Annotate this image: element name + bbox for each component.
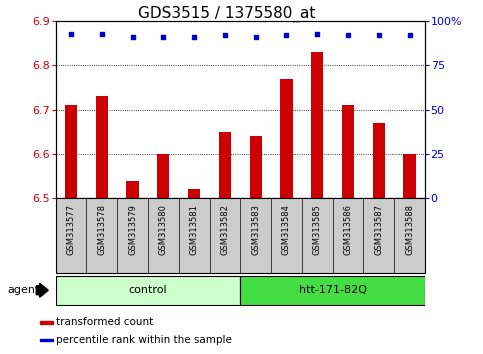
Point: [190, 34, 198, 40]
Text: GSM313579: GSM313579: [128, 204, 137, 255]
Bar: [40, 339, 53, 341]
Point: [252, 34, 259, 40]
Text: GSM313581: GSM313581: [190, 204, 199, 255]
Bar: [40, 321, 53, 324]
Text: GSM313585: GSM313585: [313, 204, 322, 255]
Point: [313, 31, 321, 36]
Point: [98, 31, 106, 36]
Point: [221, 33, 229, 38]
Text: GSM313588: GSM313588: [405, 204, 414, 255]
Text: GSM313578: GSM313578: [97, 204, 106, 255]
Bar: [65, 105, 77, 198]
Bar: [403, 154, 416, 198]
Text: percentile rank within the sample: percentile rank within the sample: [56, 335, 232, 345]
Bar: [311, 52, 324, 198]
Point: [159, 34, 167, 40]
Bar: [96, 96, 108, 198]
Point: [67, 31, 75, 36]
Text: GSM313587: GSM313587: [374, 204, 384, 255]
Bar: [157, 154, 170, 198]
Text: transformed count: transformed count: [56, 318, 153, 327]
Text: GDS3515 / 1375580_at: GDS3515 / 1375580_at: [138, 5, 316, 22]
Bar: [240, 276, 425, 304]
Text: GSM313577: GSM313577: [67, 204, 75, 255]
Point: [128, 34, 136, 40]
Text: control: control: [128, 285, 167, 295]
Bar: [373, 123, 385, 198]
Text: htt-171-82Q: htt-171-82Q: [298, 285, 367, 295]
Point: [344, 33, 352, 38]
Bar: [188, 189, 200, 198]
Text: GSM313582: GSM313582: [220, 204, 229, 255]
Point: [283, 33, 290, 38]
Bar: [342, 105, 354, 198]
Bar: [219, 132, 231, 198]
Text: GSM313586: GSM313586: [343, 204, 353, 255]
Text: GSM313583: GSM313583: [251, 204, 260, 255]
Point: [406, 33, 413, 38]
Bar: [280, 79, 293, 198]
Bar: [250, 136, 262, 198]
Text: GSM313580: GSM313580: [159, 204, 168, 255]
Bar: [56, 276, 241, 304]
Text: GSM313584: GSM313584: [282, 204, 291, 255]
Bar: [127, 181, 139, 198]
Point: [375, 33, 383, 38]
Text: agent: agent: [7, 285, 40, 295]
